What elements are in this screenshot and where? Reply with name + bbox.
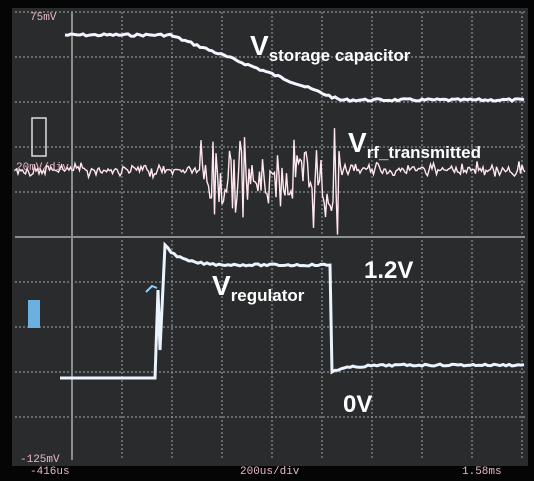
channel-marker xyxy=(28,300,40,328)
label-sub: regulator xyxy=(231,286,305,305)
page: {"screen": {"top_level": "75mV", "scale"… xyxy=(0,0,534,481)
label-main: V xyxy=(348,127,367,158)
label-sub: rf_transmitted xyxy=(367,143,481,162)
label-sub: storage capacitor xyxy=(269,46,411,65)
top-level: 75mV xyxy=(30,12,57,24)
label-main: V xyxy=(212,270,231,301)
end-time: 1.58ms xyxy=(462,466,502,478)
start-time: -416us xyxy=(30,466,70,478)
bottom-level: -125mV xyxy=(20,454,60,466)
time-scale: 200us/div xyxy=(240,466,300,478)
scale: 20mV/div xyxy=(16,162,69,174)
low-level: 0V xyxy=(343,391,372,418)
label-main: V xyxy=(250,30,269,61)
oscilloscope-photo: 75mV 20mV/div -125mV -416us 200us/div 1.… xyxy=(0,0,534,481)
high-level: 1.2V xyxy=(364,257,413,284)
